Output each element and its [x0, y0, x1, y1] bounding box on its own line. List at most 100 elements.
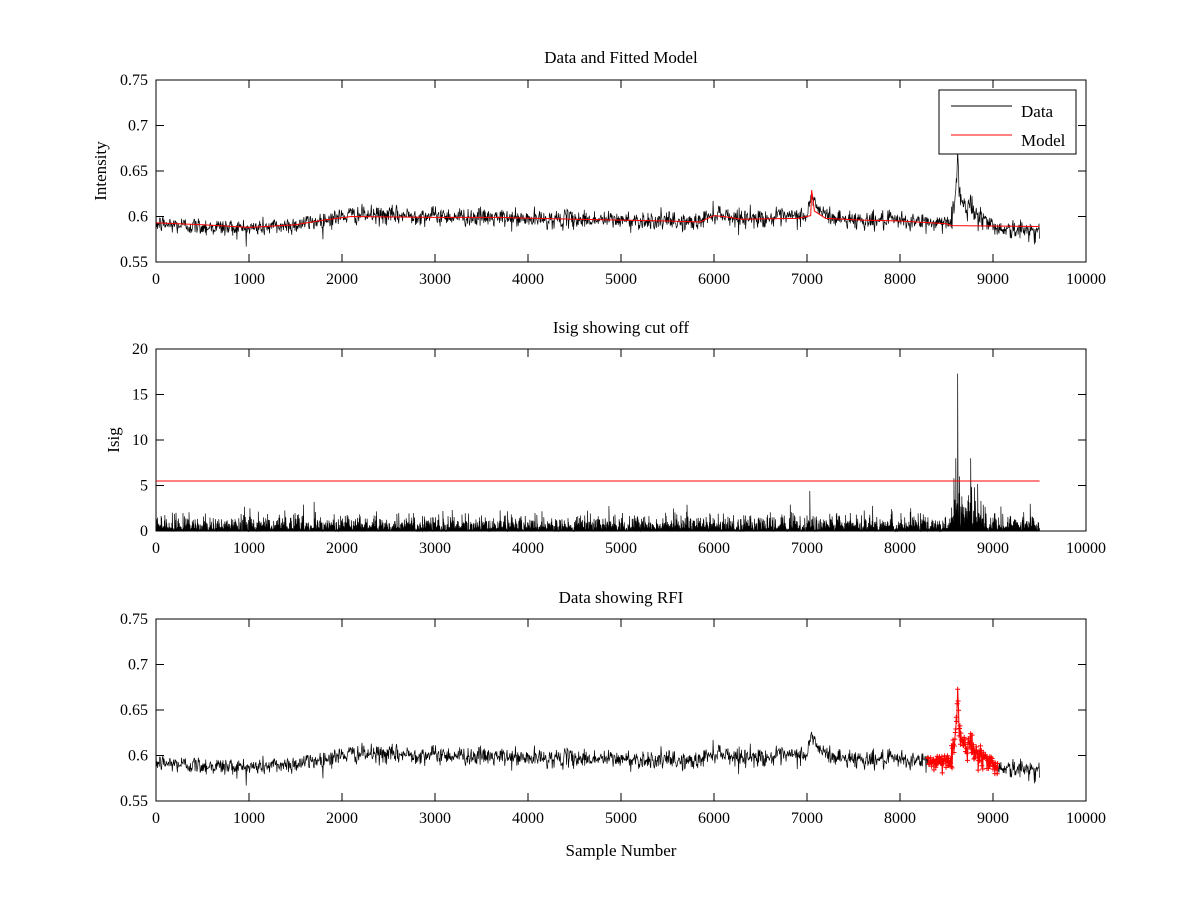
x-tick-label: 3000: [419, 810, 451, 827]
rfi-marker: [953, 714, 959, 720]
rfi-marker: [973, 744, 979, 750]
rfi-marker: [970, 742, 976, 748]
rfi-marker: [963, 746, 969, 752]
rfi-marker: [995, 761, 1001, 767]
rfi-marker: [977, 758, 983, 764]
panel-isig-cutoff: Isig showing cut off Isig 0 1000 2000 3000 4…: [104, 318, 1106, 557]
rfi-marker: [952, 736, 958, 742]
x-tick-label: 2000: [326, 810, 358, 827]
rfi-marker: [939, 754, 945, 760]
rfi-marker: [985, 766, 991, 772]
x-tick-label: 9000: [977, 540, 1009, 557]
rfi-marker: [961, 734, 967, 740]
x-tick-label: 6000: [698, 271, 730, 288]
chart-title: Data showing RFI: [559, 588, 684, 607]
x-tick-label: 7000: [791, 810, 823, 827]
rfi-marker: [955, 686, 961, 692]
x-tick-label: 5000: [605, 540, 637, 557]
rfi-marker: [964, 750, 970, 756]
y-tick-label: 0.7: [128, 657, 148, 674]
y-tick-label: 10: [132, 432, 148, 449]
y-tick-label: 15: [132, 387, 148, 404]
plot-area: 0 1000 2000 3000 4000 5000 6000 7000 8000 9000 100…: [120, 611, 1106, 827]
y-axis-label: Isig: [104, 427, 123, 453]
x-tick-label: 2000: [326, 271, 358, 288]
y-tick-label: 0.7: [128, 118, 148, 135]
x-tick-label: 1000: [233, 271, 265, 288]
rfi-marker: [969, 732, 975, 738]
y-tick-label: 0: [140, 523, 148, 540]
rfi-marker: [964, 757, 970, 763]
y-tick-label: 0.55: [120, 254, 148, 271]
x-tick-label: 7000: [791, 271, 823, 288]
rfi-marker: [956, 733, 962, 739]
legend-box: [938, 89, 1077, 155]
legend-label-data: Data: [1021, 102, 1054, 121]
panel-data-showing-rfi: Data showing RFI Sample Number 0 1000 2000…: [120, 588, 1106, 860]
x-tick-label: 0: [152, 540, 160, 557]
rfi-marker: [939, 770, 945, 776]
rfi-marker: [928, 755, 934, 761]
x-tick-label: 2000: [326, 540, 358, 557]
rfi-marker: [951, 750, 957, 756]
y-tick-label: 0.65: [120, 163, 148, 180]
rfi-marker: [975, 767, 981, 773]
rfi-marker: [962, 737, 968, 743]
y-tick-label: 0.6: [128, 209, 148, 226]
rfi-marker: [954, 719, 960, 725]
chart-title: Data and Fitted Model: [544, 48, 698, 67]
y-tick-label: 0.65: [120, 702, 148, 719]
panel-data-and-fitted-model: Data and Fitted Model Intensity 0 1000 200…: [91, 48, 1106, 288]
rfi-markers: [925, 686, 1001, 777]
rfi-marker: [972, 754, 978, 760]
rfi-marker: [977, 743, 983, 749]
rfi-marker: [957, 723, 963, 729]
x-tick-label: 10000: [1066, 271, 1106, 288]
x-tick-label: 5000: [605, 271, 637, 288]
series-line-data: [155, 150, 1040, 247]
plot-area: 0 1000 2000 3000 4000 5000 6000 7000 8000 9000 100…: [120, 72, 1106, 288]
x-tick-label: 0: [152, 810, 160, 827]
x-tick-label: 1000: [233, 810, 265, 827]
rfi-marker: [931, 767, 937, 773]
rfi-marker: [933, 764, 939, 770]
rfi-marker: [980, 766, 986, 772]
x-tick-label: 10000: [1066, 540, 1106, 557]
x-tick-label: 10000: [1066, 810, 1106, 827]
rfi-marker: [958, 730, 964, 736]
x-tick-label: 0: [152, 271, 160, 288]
y-tick-label: 0.55: [120, 793, 148, 810]
x-tick-label: 4000: [512, 271, 544, 288]
rfi-marker: [941, 761, 947, 767]
y-tick-label: 0.75: [120, 611, 148, 628]
x-axis-label: Sample Number: [566, 841, 677, 860]
legend: Data Model: [938, 89, 1077, 155]
rfi-marker: [966, 740, 972, 746]
y-tick-label: 20: [132, 341, 148, 358]
rfi-marker: [944, 753, 950, 759]
rfi-marker: [979, 763, 985, 769]
chart-title: Isig showing cut off: [553, 318, 689, 337]
legend-label-model: Model: [1021, 131, 1066, 150]
x-tick-label: 8000: [884, 271, 916, 288]
y-tick-label: 5: [140, 478, 148, 495]
x-tick-label: 9000: [977, 810, 1009, 827]
rfi-marker: [980, 749, 986, 755]
rfi-marker: [992, 760, 998, 766]
series-line-model: [155, 190, 1040, 228]
x-tick-label: 3000: [419, 540, 451, 557]
rfi-marker: [994, 764, 1000, 770]
x-tick-label: 8000: [884, 540, 916, 557]
rfi-marker: [947, 755, 953, 761]
x-tick-label: 4000: [512, 540, 544, 557]
x-tick-label: 6000: [698, 810, 730, 827]
series-line-isig: [155, 373, 1040, 533]
x-tick-label: 7000: [791, 540, 823, 557]
y-tick-label: 0.6: [128, 748, 148, 765]
y-axis-label: Intensity: [91, 141, 110, 201]
y-tick-label: 0.75: [120, 72, 148, 89]
x-tick-label: 4000: [512, 810, 544, 827]
rfi-marker: [951, 743, 957, 749]
rfi-marker: [949, 765, 955, 771]
